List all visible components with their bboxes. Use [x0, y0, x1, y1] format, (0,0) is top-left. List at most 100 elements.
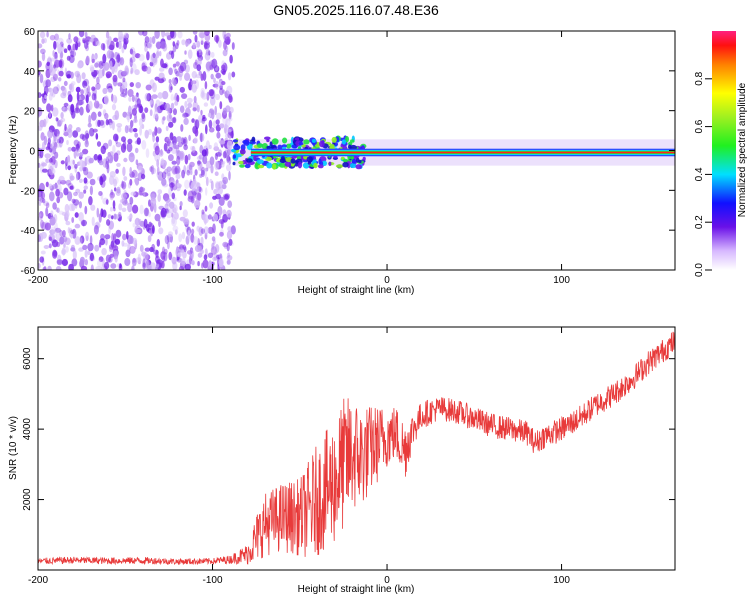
noise-blob — [114, 96, 118, 104]
noise-blob — [192, 31, 198, 35]
noise-blob — [216, 131, 221, 139]
noise-blob — [213, 188, 218, 195]
noise-blob — [227, 200, 233, 208]
noise-blob — [132, 222, 136, 228]
noise-blob — [219, 87, 224, 96]
noise-blob — [53, 214, 58, 223]
noise-blob — [204, 81, 208, 90]
noise-blob — [210, 164, 214, 174]
noise-blob — [164, 32, 171, 37]
noise-blob — [175, 42, 179, 50]
noise-blob — [193, 190, 196, 198]
noise-blob — [160, 41, 167, 49]
noise-blob — [166, 211, 173, 219]
noise-blob — [45, 207, 49, 217]
noise-blob — [84, 249, 88, 258]
noise-blob — [217, 205, 223, 216]
noise-blob — [97, 111, 102, 117]
noise-blob — [175, 61, 180, 67]
noise-blob — [190, 180, 197, 191]
noise-blob — [148, 221, 152, 228]
noise-blob — [144, 247, 151, 252]
signal-blob — [266, 162, 273, 169]
noise-blob — [216, 112, 222, 120]
noise-blob — [66, 140, 69, 145]
noise-blob — [147, 235, 152, 243]
noise-blob — [121, 192, 127, 200]
noise-blob — [188, 164, 193, 171]
noise-blob — [211, 58, 218, 69]
noise-blob — [171, 160, 177, 165]
noise-blob — [171, 117, 176, 123]
noise-blob — [170, 102, 175, 110]
colorbar-tick-label: 0.6 — [694, 119, 705, 133]
signal-blob — [321, 160, 327, 166]
noise-blob — [132, 257, 137, 267]
noise-blob — [172, 136, 177, 146]
noise-blob — [126, 111, 131, 117]
noise-blob — [222, 214, 229, 223]
signal-blob — [350, 139, 355, 143]
noise-blob — [67, 147, 72, 152]
noise-blob — [52, 91, 56, 98]
signal-blob — [271, 138, 279, 145]
noise-blob — [231, 42, 235, 50]
noise-blob — [176, 136, 182, 143]
noise-blob — [117, 126, 122, 133]
noise-blob — [96, 207, 100, 218]
noise-blob — [129, 48, 134, 55]
noise-blob — [184, 179, 190, 189]
noise-blob — [126, 142, 133, 153]
noise-blob — [160, 209, 165, 218]
noise-blob — [144, 45, 148, 53]
noise-blob — [201, 166, 206, 176]
noise-blob — [224, 123, 228, 129]
noise-blob — [111, 66, 115, 75]
noise-blob — [158, 72, 165, 80]
noise-blob — [134, 147, 139, 154]
noise-blob — [48, 236, 52, 241]
noise-blob — [130, 191, 136, 196]
noise-blob — [177, 252, 182, 258]
noise-blob — [105, 119, 109, 126]
noise-blob — [227, 131, 233, 139]
noise-blob — [181, 169, 186, 179]
noise-blob — [38, 182, 45, 193]
signal-blob — [265, 156, 272, 162]
noise-blob — [38, 213, 42, 219]
noise-blob — [112, 145, 116, 154]
noise-blob — [192, 101, 199, 112]
noise-blob — [67, 94, 73, 103]
noise-blob — [175, 173, 181, 180]
noise-blob — [134, 217, 141, 226]
noise-blob — [100, 145, 107, 155]
noise-blob — [141, 251, 147, 257]
noise-blob — [119, 34, 125, 39]
noise-blob — [60, 112, 64, 119]
signal-blob — [253, 155, 257, 161]
noise-blob — [49, 165, 54, 176]
noise-blob — [196, 40, 201, 48]
noise-blob — [221, 183, 227, 190]
noise-blob — [75, 41, 79, 51]
noise-blob — [218, 258, 224, 268]
noise-blob — [161, 171, 167, 179]
noise-blob — [48, 111, 52, 118]
noise-blob — [164, 168, 169, 175]
noise-blob — [53, 40, 57, 50]
noise-blob — [187, 49, 193, 59]
noise-blob — [87, 91, 91, 97]
noise-blob — [226, 230, 233, 240]
noise-blob — [201, 209, 205, 215]
noise-blob — [45, 115, 49, 124]
noise-blob — [157, 78, 165, 84]
noise-blob — [49, 229, 56, 235]
noise-blob — [88, 196, 93, 206]
noise-blob — [141, 140, 147, 150]
x-tick-label: -200 — [28, 575, 48, 586]
noise-blob — [191, 228, 195, 235]
noise-blob — [222, 151, 227, 159]
noise-blob — [167, 231, 174, 238]
noise-blob — [116, 54, 121, 63]
signal-blob — [290, 158, 296, 164]
